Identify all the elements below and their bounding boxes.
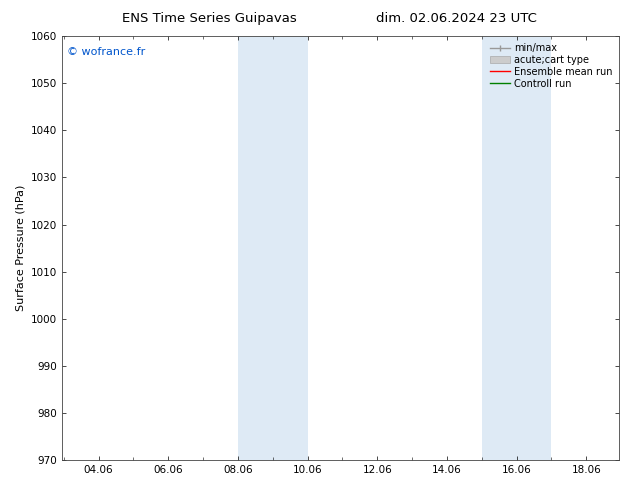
- Bar: [238, 36, 307, 460]
- Text: ENS Time Series Guipavas: ENS Time Series Guipavas: [122, 12, 297, 25]
- Y-axis label: Surface Pressure (hPa): Surface Pressure (hPa): [15, 185, 25, 311]
- Text: © wofrance.fr: © wofrance.fr: [67, 47, 145, 57]
- Bar: [482, 36, 552, 460]
- Text: dim. 02.06.2024 23 UTC: dim. 02.06.2024 23 UTC: [376, 12, 537, 25]
- Legend: min/max, acute;cart type, Ensemble mean run, Controll run: min/max, acute;cart type, Ensemble mean …: [486, 39, 616, 93]
